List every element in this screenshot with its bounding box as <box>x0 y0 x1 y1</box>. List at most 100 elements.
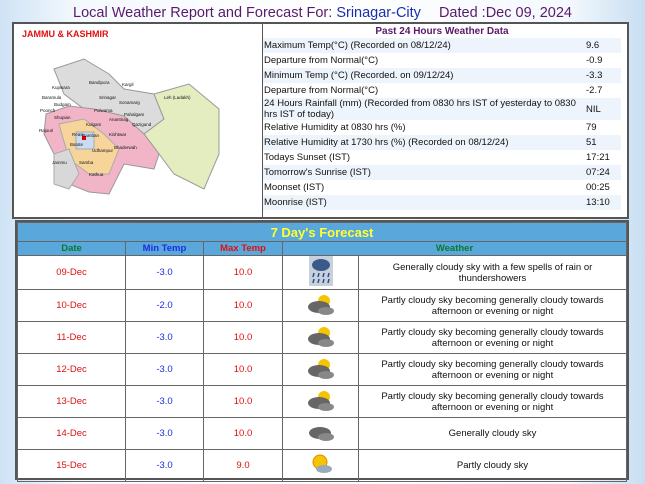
past-value: 17:21 <box>586 152 610 163</box>
map-place-label: Udhampur <box>92 148 114 153</box>
past-value: -0.9 <box>586 55 603 66</box>
forecast-max-temp: 10.0 <box>203 289 283 322</box>
date-label: Dated :Dec 09, 2024 <box>438 5 572 21</box>
past-value: 13:10 <box>585 195 621 210</box>
forecast-date: 14-Dec <box>17 417 126 450</box>
forecast-max-temp: 10.0 <box>203 417 283 450</box>
forecast-max-temp: 10.0 <box>203 385 283 418</box>
map-place-label: Anantnag <box>109 117 129 122</box>
past-data-row: Tomorrow's Sunrise (IST) 07:24 <box>263 165 621 180</box>
forecast-max-temp: 10.0 <box>203 353 283 386</box>
forecast-max-temp: 9.0 <box>203 449 283 482</box>
past-data-row: Relative Humidity at 0830 hrs (%) 79 <box>263 120 621 135</box>
map-place-label: Sonamarg <box>119 100 140 105</box>
cloudy-icon <box>282 417 359 450</box>
map-place-label: Kulgam <box>86 122 102 127</box>
forecast-row: 11-Dec -3.0 10.0 Partly cloudy sky becom… <box>17 321 627 354</box>
past-data-row: Departure from Normal(°C) -2.7 <box>263 83 621 98</box>
forecast-row: 12-Dec -3.0 10.0 Partly cloudy sky becom… <box>17 353 627 386</box>
forecast-min-temp: -3.0 <box>125 353 204 386</box>
map-place-label: Kargil <box>122 82 134 87</box>
map-place-label: Reasi <box>72 132 84 137</box>
past-label: 24 Hours Rainfall (mm) (Recorded from 08… <box>263 98 585 120</box>
forecast-row: 14-Dec -3.0 10.0 Generally cloudy sky <box>17 417 627 450</box>
col-weather: Weather <box>282 241 627 256</box>
map-place-label: Poonch <box>40 108 56 113</box>
past-value: 79 <box>586 122 597 133</box>
past-label: Minimum Temp (°C) (Recorded. on 09/12/24… <box>263 68 585 83</box>
past-24-title: Past 24 Hours Weather Data <box>375 26 509 37</box>
map-place-label: Qazigund <box>132 122 152 127</box>
past-data-row: Maximum Temp(°C) (Recorded on 08/12/24) 9… <box>263 38 621 53</box>
past-label: Maximum Temp(°C) (Recorded on 08/12/24) <box>263 38 585 53</box>
map-place-label: Kupwara <box>52 85 70 90</box>
forecast-weather: Partly cloudy sky <box>358 449 627 482</box>
past-value: 51 <box>585 135 621 150</box>
past-data-row: Relative Humidity at 1730 hrs (%) (Recor… <box>263 135 621 150</box>
forecast-row: 10-Dec -2.0 10.0 Partly cloudy sky becom… <box>17 289 627 322</box>
forecast-date: 12-Dec <box>17 353 126 386</box>
state-map: JAMMU & KASHMIR Kupwara Bandipora Kargil Ba… <box>14 24 263 217</box>
forecast-date: 11-Dec <box>17 321 126 354</box>
forecast-weather: Partly cloudy sky becoming generally clo… <box>358 385 627 418</box>
past-value: 07:24 <box>585 165 621 180</box>
forecast-date: 10-Dec <box>17 289 126 322</box>
current-weather-panel: JAMMU & KASHMIR Kupwara Bandipora Kargil Ba… <box>12 22 629 219</box>
past-data-row: Moonset (IST) 00:25 <box>263 180 621 195</box>
forecast-weather: Partly cloudy sky becoming generally clo… <box>358 289 627 322</box>
map-graphic: Kupwara Bandipora Kargil Baramula Budgam Srin… <box>39 58 220 195</box>
title-text: Local Weather Report and Forecast For: <box>73 5 333 21</box>
past-label: Moonrise (IST) <box>263 195 585 210</box>
map-place-label: Baramula <box>42 95 62 100</box>
forecast-min-temp: -3.0 <box>125 449 204 482</box>
past-label: Todays Sunset (IST) <box>264 152 351 163</box>
city-name: Srinagar-City <box>336 5 421 21</box>
past-label: Moonset (IST) <box>264 182 325 193</box>
forecast-min-temp: -2.0 <box>125 289 204 322</box>
past-data-row: Minimum Temp (°C) (Recorded. on 09/12/24… <box>263 68 621 83</box>
partly-cloudy-icon <box>282 289 359 322</box>
map-place-label: Samba <box>79 160 94 165</box>
map-place-label: Pulwama <box>94 108 113 113</box>
col-date: Date <box>17 241 126 256</box>
past-value: -3.3 <box>585 68 621 83</box>
map-place-label: Shupian <box>54 115 71 120</box>
past-value: NIL <box>585 98 621 120</box>
past-value: 9.6 <box>585 38 621 53</box>
col-min-temp: Min Temp <box>125 241 204 256</box>
past-24-hours-table: Past 24 Hours Weather Data Maximum Temp(… <box>263 24 627 217</box>
map-place-label: Srinagar <box>99 95 117 100</box>
map-place-label: Pahalgam <box>124 112 145 117</box>
past-label: Relative Humidity at 1730 hrs (%) (Recor… <box>263 135 585 150</box>
map-place-label: Ramban <box>82 133 100 138</box>
forecast-weather: Generally cloudy sky with a few spells o… <box>358 255 627 290</box>
rain-thunder-icon <box>282 255 359 290</box>
forecast-min-temp: -3.0 <box>125 321 204 354</box>
map-place-label: Jammu <box>52 160 67 165</box>
past-label: Tomorrow's Sunrise (IST) <box>263 165 585 180</box>
sun-cloud-icon <box>282 449 359 482</box>
map-place-label: Bandipora <box>89 80 110 85</box>
forecast-max-temp: 10.0 <box>203 255 283 290</box>
past-data-row: Departure from Normal(°C) -0.9 <box>263 53 621 68</box>
map-place-label: Kathua <box>89 172 104 177</box>
past-label: Departure from Normal(°C) <box>264 85 379 96</box>
partly-cloudy-icon <box>282 385 359 418</box>
partly-cloudy-icon <box>282 353 359 386</box>
forecast-max-temp: 10.0 <box>203 321 283 354</box>
forecast-date: 15-Dec <box>17 449 126 482</box>
forecast-row: 13-Dec -3.0 10.0 Partly cloudy sky becom… <box>17 385 627 418</box>
forecast-row: 09-Dec -3.0 10.0 Generally cloudy sky wi… <box>17 255 627 290</box>
forecast-weather: Partly cloudy sky becoming generally clo… <box>358 353 627 386</box>
forecast-table: 7 Day's Forecast Date Min Temp Max Temp … <box>15 220 629 482</box>
past-value: -2.7 <box>586 85 603 96</box>
forecast-row: 15-Dec -3.0 9.0 Partly cloudy sky <box>17 449 627 482</box>
map-place-label: Budgam <box>54 102 71 107</box>
page-title: Local Weather Report and Forecast For: S… <box>0 5 645 21</box>
past-value: 00:25 <box>586 182 610 193</box>
partly-cloudy-icon <box>282 321 359 354</box>
state-label: JAMMU & KASHMIR <box>22 29 109 39</box>
past-data-row: Moonrise (IST) 13:10 <box>263 195 621 210</box>
col-max-temp: Max Temp <box>203 241 283 256</box>
forecast-min-temp: -3.0 <box>125 417 204 450</box>
